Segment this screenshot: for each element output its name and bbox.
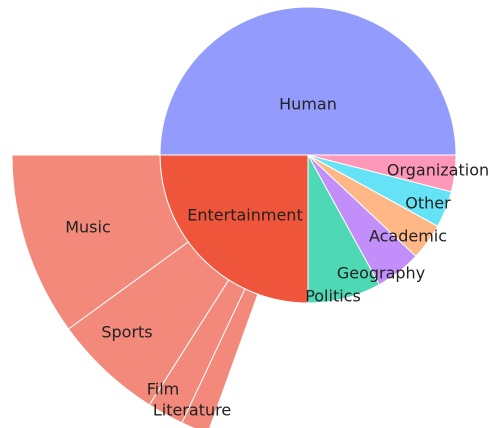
child-segment	[67, 241, 230, 406]
segment-label: Entertainment	[187, 206, 302, 225]
child-segment	[148, 279, 246, 424]
segment-label: Human	[279, 95, 337, 114]
labels: Human Organization Other Academic Geography P…	[65, 95, 489, 420]
child-label: Sports	[101, 323, 152, 342]
child-label: Literature	[153, 401, 231, 420]
child-segment	[11, 154, 189, 330]
segment-label: Academic	[369, 227, 447, 246]
child-label: Music	[65, 218, 111, 237]
child-segment	[181, 288, 259, 428]
segment	[159, 6, 457, 156]
child-label: Film	[147, 380, 180, 399]
segment-label: Organization	[387, 161, 489, 180]
segments	[11, 6, 457, 428]
segment-label: Geography	[337, 264, 425, 283]
segment-label: Politics	[305, 287, 361, 306]
segment-label: Other	[405, 194, 451, 213]
